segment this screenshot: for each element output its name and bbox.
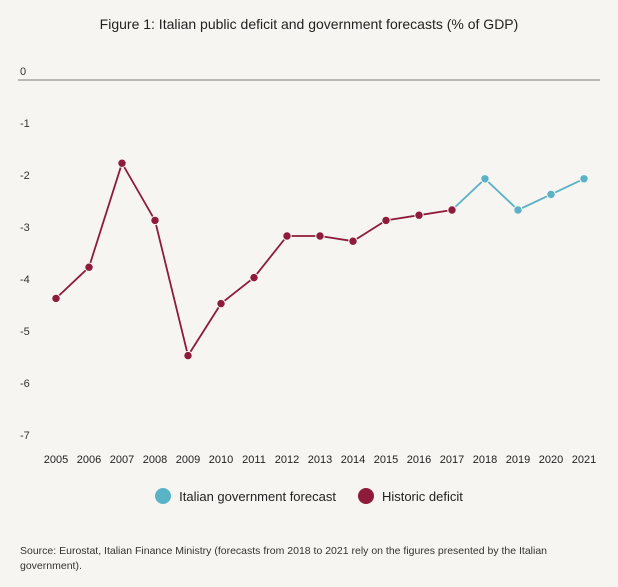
data-point-historic-deficit-2007 [117, 158, 127, 168]
data-point-historic-deficit-2014 [348, 236, 358, 246]
series-line-historic-deficit [55, 162, 453, 357]
chart-points [51, 158, 589, 361]
y-tick-label: 0 [20, 66, 26, 78]
x-tick-label: 2014 [341, 454, 365, 466]
x-tick-label: 2016 [407, 454, 431, 466]
x-tick-label: 2010 [209, 454, 233, 466]
y-tick-label: -6 [20, 378, 30, 390]
line-chart: 0 -1 -2 -3 -4 -5 -6 -7 2005 2006 2007 2008 2009 2010 2… [18, 66, 600, 466]
data-point-historic-deficit-2013 [315, 231, 325, 241]
x-tick-label: 2006 [77, 454, 101, 466]
data-point-historic-deficit-2005 [51, 293, 61, 304]
data-point-historic-deficit-2008 [150, 215, 160, 226]
legend-item-forecast: Italian government forecast [155, 488, 336, 504]
x-tick-label: 2013 [308, 454, 332, 466]
x-tick-label: 2017 [440, 454, 464, 466]
data-point-historic-deficit-2010 [216, 298, 226, 309]
x-tick-label: 2018 [473, 454, 497, 466]
source-note: Source: Eurostat, Italian Finance Minist… [20, 545, 548, 572]
legend-label-historic: Historic deficit [381, 488, 463, 504]
data-point-italian-government-forecast-2018 [480, 174, 490, 184]
y-tick-label: -7 [20, 430, 30, 442]
x-tick-label: 2015 [374, 454, 398, 466]
chart-axes: 0 -1 -2 -3 -4 -5 -6 -7 2005 2006 2007 2008 2009 2010 2… [18, 66, 600, 466]
data-point-italian-government-forecast-2019 [513, 205, 523, 215]
data-point-historic-deficit-2017 [447, 205, 457, 215]
data-point-historic-deficit-2011 [249, 272, 259, 283]
legend-item-historic: Historic deficit [357, 488, 463, 504]
x-tick-label: 2019 [506, 454, 530, 466]
chart-legend: Italian government forecast Historic def… [0, 488, 618, 504]
x-tick-label: 2005 [44, 454, 68, 466]
x-tick-label: 2020 [539, 454, 563, 466]
data-point-historic-deficit-2009 [183, 350, 193, 361]
legend-label-forecast: Italian government forecast [179, 488, 336, 504]
x-tick-label: 2007 [110, 454, 134, 466]
y-tick-label: -4 [20, 274, 30, 286]
x-tick-label: 2008 [143, 454, 167, 466]
y-tick-label: -2 [20, 170, 30, 182]
legend-swatch-forecast [155, 488, 172, 504]
x-tick-label: 2021 [572, 454, 596, 466]
chart-title: Figure 1: Italian public deficit and gov… [99, 16, 519, 32]
data-point-historic-deficit-2015 [381, 215, 391, 226]
legend-swatch-historic [357, 488, 374, 504]
x-tick-label: 2012 [275, 454, 299, 466]
y-tick-label: -1 [20, 118, 30, 130]
y-tick-label: -3 [20, 222, 30, 234]
x-tick-label: 2011 [242, 454, 266, 466]
x-tick-label: 2009 [176, 454, 200, 466]
data-point-historic-deficit-2012 [282, 231, 292, 241]
y-tick-label: -5 [20, 326, 30, 338]
data-point-italian-government-forecast-2021 [579, 174, 589, 184]
data-point-italian-government-forecast-2020 [546, 189, 556, 200]
chart-lines [55, 162, 585, 357]
data-point-historic-deficit-2006 [84, 262, 94, 272]
data-point-historic-deficit-2016 [414, 210, 424, 220]
